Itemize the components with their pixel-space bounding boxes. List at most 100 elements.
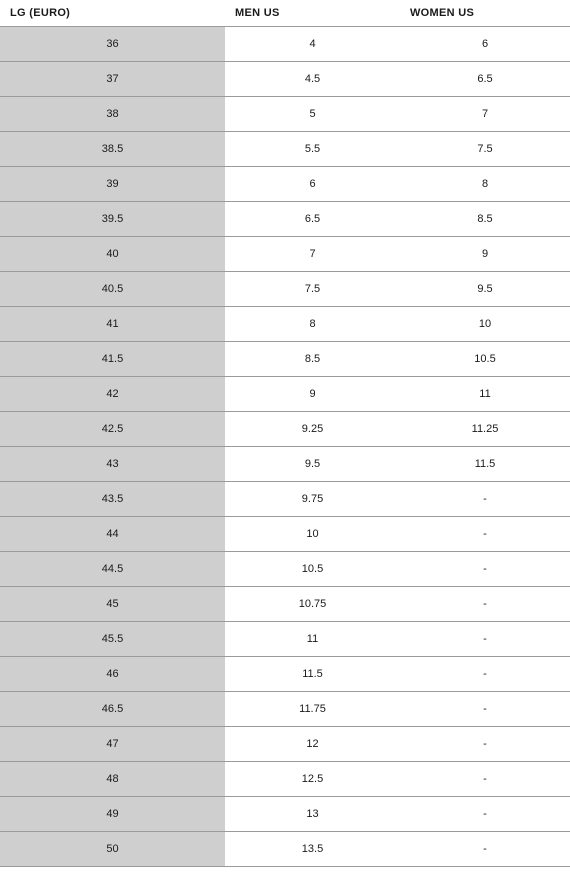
table-row: 38.55.57.5: [0, 131, 570, 166]
cell-euro: 46: [0, 656, 225, 691]
cell-men-us: 9.5: [225, 446, 400, 481]
cell-men-us: 7: [225, 236, 400, 271]
cell-men-us: 13.5: [225, 831, 400, 866]
table-row: 39.56.58.5: [0, 201, 570, 236]
table-row: 42.59.2511.25: [0, 411, 570, 446]
cell-euro: 49: [0, 796, 225, 831]
cell-men-us: 4: [225, 26, 400, 61]
cell-women-us: -: [400, 831, 570, 866]
table-row: 4079: [0, 236, 570, 271]
cell-women-us: -: [400, 481, 570, 516]
cell-women-us: 6: [400, 26, 570, 61]
cell-euro: 41.5: [0, 341, 225, 376]
table-row: 41.58.510.5: [0, 341, 570, 376]
cell-men-us: 8.5: [225, 341, 400, 376]
cell-euro: 42.5: [0, 411, 225, 446]
cell-euro: 50: [0, 831, 225, 866]
cell-men-us: 6: [225, 166, 400, 201]
cell-euro: 42: [0, 376, 225, 411]
header-euro: LG (EURO): [0, 0, 225, 26]
cell-euro: 40: [0, 236, 225, 271]
cell-women-us: 7.5: [400, 131, 570, 166]
table-row: 3646: [0, 26, 570, 61]
cell-euro: 40.5: [0, 271, 225, 306]
cell-euro: 41: [0, 306, 225, 341]
cell-men-us: 8: [225, 306, 400, 341]
cell-men-us: 7.5: [225, 271, 400, 306]
cell-euro: 48: [0, 761, 225, 796]
cell-euro: 45: [0, 586, 225, 621]
cell-men-us: 5.5: [225, 131, 400, 166]
cell-women-us: 7: [400, 96, 570, 131]
cell-women-us: 10: [400, 306, 570, 341]
cell-men-us: 13: [225, 796, 400, 831]
cell-women-us: -: [400, 656, 570, 691]
cell-men-us: 9.75: [225, 481, 400, 516]
cell-women-us: 11: [400, 376, 570, 411]
cell-women-us: -: [400, 796, 570, 831]
cell-euro: 43.5: [0, 481, 225, 516]
cell-euro: 47: [0, 726, 225, 761]
cell-euro: 37: [0, 61, 225, 96]
cell-euro: 46.5: [0, 691, 225, 726]
table-row: 45.511-: [0, 621, 570, 656]
cell-euro: 43: [0, 446, 225, 481]
table-row: 439.511.5: [0, 446, 570, 481]
header-men-us: MEN US: [225, 0, 400, 26]
cell-women-us: -: [400, 621, 570, 656]
header-row: LG (EURO) MEN US WOMEN US: [0, 0, 570, 26]
table-row: 4611.5-: [0, 656, 570, 691]
header-women-us: WOMEN US: [400, 0, 570, 26]
cell-men-us: 12.5: [225, 761, 400, 796]
table-row: 46.511.75-: [0, 691, 570, 726]
cell-euro: 39.5: [0, 201, 225, 236]
cell-women-us: 9: [400, 236, 570, 271]
cell-men-us: 12: [225, 726, 400, 761]
table-row: 4913-: [0, 796, 570, 831]
cell-men-us: 10.5: [225, 551, 400, 586]
table-row: 42911: [0, 376, 570, 411]
table-row: 4812.5-: [0, 761, 570, 796]
table-row: 3857: [0, 96, 570, 131]
cell-men-us: 4.5: [225, 61, 400, 96]
cell-women-us: -: [400, 586, 570, 621]
cell-women-us: 8.5: [400, 201, 570, 236]
cell-men-us: 11.75: [225, 691, 400, 726]
cell-euro: 44: [0, 516, 225, 551]
cell-women-us: 8: [400, 166, 570, 201]
size-conversion-table: LG (EURO) MEN US WOMEN US 3646374.56.538…: [0, 0, 570, 867]
cell-euro: 39: [0, 166, 225, 201]
table-row: 3968: [0, 166, 570, 201]
cell-men-us: 6.5: [225, 201, 400, 236]
cell-men-us: 9.25: [225, 411, 400, 446]
cell-euro: 36: [0, 26, 225, 61]
cell-women-us: 9.5: [400, 271, 570, 306]
cell-women-us: 6.5: [400, 61, 570, 96]
table-row: 5013.5-: [0, 831, 570, 866]
cell-women-us: -: [400, 516, 570, 551]
cell-women-us: -: [400, 551, 570, 586]
cell-women-us: -: [400, 691, 570, 726]
cell-men-us: 5: [225, 96, 400, 131]
cell-euro: 38.5: [0, 131, 225, 166]
cell-women-us: 11.25: [400, 411, 570, 446]
table-row: 4510.75-: [0, 586, 570, 621]
table-body: 3646374.56.5385738.55.57.5396839.56.58.5…: [0, 26, 570, 866]
cell-men-us: 11: [225, 621, 400, 656]
cell-euro: 45.5: [0, 621, 225, 656]
table-row: 374.56.5: [0, 61, 570, 96]
cell-women-us: -: [400, 761, 570, 796]
table-row: 41810: [0, 306, 570, 341]
cell-women-us: 11.5: [400, 446, 570, 481]
table-row: 40.57.59.5: [0, 271, 570, 306]
cell-men-us: 9: [225, 376, 400, 411]
table-row: 43.59.75-: [0, 481, 570, 516]
table-row: 4410-: [0, 516, 570, 551]
cell-men-us: 10: [225, 516, 400, 551]
cell-women-us: 10.5: [400, 341, 570, 376]
table-row: 4712-: [0, 726, 570, 761]
table-row: 44.510.5-: [0, 551, 570, 586]
cell-men-us: 10.75: [225, 586, 400, 621]
cell-euro: 44.5: [0, 551, 225, 586]
cell-women-us: -: [400, 726, 570, 761]
